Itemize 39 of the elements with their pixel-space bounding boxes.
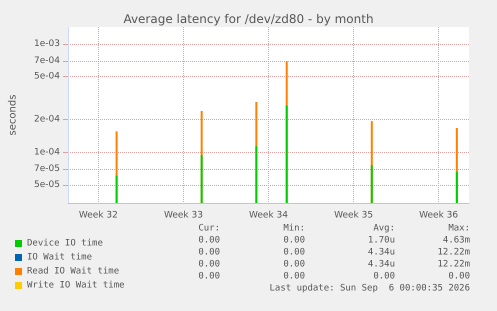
legend-label: Device IO time bbox=[27, 238, 103, 248]
x-tick-label: Week 33 bbox=[164, 210, 203, 220]
legend-label: Write IO Wait time bbox=[27, 280, 125, 290]
text: 0.00 bbox=[373, 272, 396, 282]
text: 0.00 bbox=[448, 272, 470, 282]
y-tick-label: 2e-04 bbox=[34, 114, 60, 125]
chart-title: Average latency for /dev/zd80 - by month bbox=[123, 12, 374, 26]
x-tick-label: Week 32 bbox=[78, 210, 118, 220]
y-tick-label: 1e-03 bbox=[34, 39, 60, 50]
text: 4.34u bbox=[368, 248, 395, 258]
y-tick-label: 5e-05 bbox=[34, 180, 60, 190]
text: 0.00 bbox=[283, 272, 306, 282]
y-tick-label: 1e-04 bbox=[34, 147, 60, 158]
y-tick-label: 7e-04 bbox=[34, 56, 60, 66]
text: Max: bbox=[448, 224, 470, 234]
text: Cur: bbox=[198, 224, 220, 234]
x-tick-label: Week 36 bbox=[419, 210, 458, 220]
y-tick-label: 5e-04 bbox=[34, 72, 60, 82]
y-axis-title: seconds bbox=[8, 94, 18, 136]
text: 0.00 bbox=[198, 272, 220, 282]
text: 0.00 bbox=[283, 260, 306, 270]
text: 4.34u bbox=[368, 260, 395, 270]
text: Min: bbox=[283, 224, 306, 234]
x-tick-label: Week 34 bbox=[249, 210, 288, 220]
text: Avg: bbox=[373, 224, 396, 234]
text: 0.00 bbox=[198, 248, 220, 258]
text: Last update: Sun Sep 6 00:00:35 2026 bbox=[270, 284, 470, 294]
text: 0.00 bbox=[198, 236, 220, 246]
text: 4.63m bbox=[442, 236, 470, 246]
text: 0.00 bbox=[283, 248, 306, 258]
legend-label: Read IO Wait time bbox=[27, 266, 120, 276]
legend-label: IO Wait time bbox=[27, 252, 92, 262]
text: 12.22m bbox=[437, 260, 470, 270]
y-tick-label: 7e-05 bbox=[34, 164, 60, 174]
text: 0.00 bbox=[283, 236, 306, 246]
text: 1.70u bbox=[368, 236, 395, 246]
text: 12.22m bbox=[437, 248, 470, 258]
x-tick-label: Week 35 bbox=[334, 210, 374, 220]
text: 0.00 bbox=[198, 260, 220, 270]
